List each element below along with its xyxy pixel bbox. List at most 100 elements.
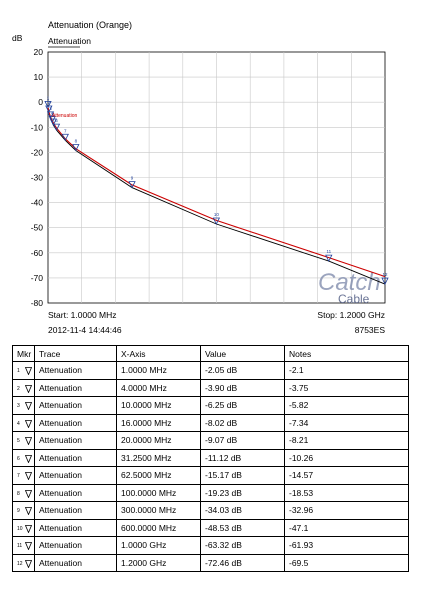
- marker-triangle: [52, 123, 61, 132]
- marker-number: 8: [17, 490, 20, 497]
- marker-10: 10: [212, 212, 221, 225]
- cell-trace: Attenuation: [34, 536, 117, 555]
- cell-notes: -69.5: [284, 553, 409, 572]
- cell-trace: Attenuation: [34, 361, 117, 380]
- grid-lines: [48, 52, 385, 303]
- header-mkr: Mkr: [12, 345, 35, 362]
- cell-notes: -14.57: [284, 466, 409, 485]
- marker-triangle-icon: [25, 507, 32, 515]
- marker-6: 6: [52, 118, 61, 132]
- cell-x-axis: 1.2000 GHz: [116, 553, 201, 572]
- marker-triangle: [212, 217, 221, 225]
- legend-label: Attenuation: [48, 36, 91, 46]
- cell-mkr: 10: [12, 518, 35, 537]
- cell-x-axis: 31.2500 MHz: [116, 448, 201, 467]
- table-row: 4 Attenuation 16.0000 MHz -8.02 dB -7.34: [12, 413, 409, 432]
- marker-7: 7: [61, 128, 69, 142]
- cell-notes: -5.82: [284, 396, 409, 415]
- y-tick-label: 20: [34, 47, 44, 57]
- cell-value: -48.53 dB: [200, 518, 285, 537]
- timestamp-label: 2012-11-4 14:44:46: [48, 325, 122, 335]
- cell-value: -72.46 dB: [200, 553, 285, 572]
- cell-value: -2.05 dB: [200, 361, 285, 380]
- marker-triangle: [72, 144, 80, 152]
- marker-number: 4: [17, 420, 20, 427]
- stop-frequency-label: Stop: 1.2000 GHz: [317, 310, 385, 320]
- header-notes: Notes: [284, 345, 409, 362]
- cell-notes: -10.26: [284, 448, 409, 467]
- cell-x-axis: 1.0000 MHz: [116, 361, 201, 380]
- chart-title: Attenuation (Orange): [48, 20, 132, 30]
- cell-value: -9.07 dB: [200, 431, 285, 450]
- cell-x-axis: 10.0000 MHz: [116, 396, 201, 415]
- cell-trace: Attenuation: [34, 413, 117, 432]
- cell-notes: -32.96: [284, 501, 409, 520]
- cell-trace: Attenuation: [34, 553, 117, 572]
- table-row: 12 Attenuation 1.2000 GHz -72.46 dB -69.5: [12, 553, 409, 572]
- table-row: 2 Attenuation 4.0000 MHz -3.90 dB -3.75: [12, 378, 409, 397]
- start-frequency-label: Start: 1.0000 MHz: [48, 310, 117, 320]
- header-value: Value: [200, 345, 285, 362]
- marker-triangle: [381, 277, 389, 285]
- marker-number: 12: [17, 560, 23, 567]
- cell-notes: -3.75: [284, 378, 409, 397]
- marker-id-label: 9: [131, 176, 134, 181]
- table-row: 9 Attenuation 300.0000 MHz -34.03 dB -32.96: [12, 501, 409, 520]
- y-tick-label: -60: [31, 248, 44, 258]
- marker-number: 10: [17, 525, 23, 532]
- table-row: 11 Attenuation 1.0000 GHz -63.32 dB -61.93: [12, 536, 409, 555]
- cell-trace: Attenuation: [34, 431, 117, 450]
- header-x-axis: X-Axis: [116, 345, 201, 362]
- y-axis-label: dB: [12, 33, 23, 43]
- marker-number: 3: [17, 403, 20, 409]
- cell-value: -6.25 dB: [200, 396, 285, 415]
- cell-mkr: 11: [12, 536, 35, 555]
- cell-mkr: 2: [12, 378, 35, 397]
- marker-id-label: 7: [64, 128, 67, 133]
- watermark-sub-text: Cable: [338, 292, 370, 306]
- marker-triangle-icon: [25, 454, 32, 463]
- marker-triangle: [128, 181, 136, 189]
- cell-value: -3.90 dB: [200, 378, 285, 397]
- marker-number: 7: [17, 473, 20, 479]
- marker-triangle-icon: [25, 489, 32, 498]
- y-tick-labels: 20 10 0 -10 -20 -30 -40 -50 -60 -70 -80: [31, 47, 44, 308]
- y-tick-label: -10: [31, 122, 44, 132]
- cell-notes: -8.21: [284, 431, 409, 450]
- cell-mkr: 5: [12, 431, 35, 450]
- cell-x-axis: 600.0000 MHz: [116, 518, 201, 537]
- y-tick-label: -80: [31, 298, 44, 308]
- cell-x-axis: 300.0000 MHz: [116, 501, 201, 520]
- cell-trace: Attenuation: [34, 396, 117, 415]
- cell-x-axis: 20.0000 MHz: [116, 431, 201, 450]
- marker-1: 1: [44, 95, 52, 109]
- marker-triangle-icon: [25, 419, 32, 428]
- cell-x-axis: 1.0000 GHz: [116, 536, 201, 555]
- marker-triangle-icon: [25, 367, 32, 375]
- table-row: 5 Attenuation 20.0000 MHz -9.07 dB -8.21: [12, 431, 409, 450]
- cell-x-axis: 16.0000 MHz: [116, 413, 201, 432]
- marker-3: 3: [46, 106, 55, 119]
- cell-trace: Attenuation: [34, 483, 117, 502]
- cell-value: -11.12 dB: [200, 448, 285, 467]
- table-row: 10 Attenuation 600.0000 MHz -48.53 dB -47.1: [12, 518, 409, 537]
- cell-notes: -61.93: [284, 536, 409, 555]
- cell-x-axis: 100.0000 MHz: [116, 483, 201, 502]
- table-row: 7 Attenuation 62.5000 MHz -15.17 dB -14.57: [12, 466, 409, 485]
- marker-triangle-icon: [25, 559, 32, 568]
- marker-id-label: 1: [47, 95, 50, 100]
- marker-id-label: 8: [75, 138, 78, 143]
- marker-id-label: 10: [214, 212, 220, 217]
- marker-number: 9: [17, 508, 20, 514]
- marker-triangle-icon: [25, 472, 32, 480]
- marker-triangle-icon: [25, 524, 32, 533]
- cell-mkr: 7: [12, 466, 35, 485]
- marker-number: 11: [17, 543, 23, 549]
- cell-value: -15.17 dB: [200, 466, 285, 485]
- marker-5: 5: [49, 113, 57, 126]
- marker-triangle: [49, 118, 57, 126]
- cell-value: -8.02 dB: [200, 413, 285, 432]
- marker-triangle: [44, 100, 52, 109]
- marker-id-label: 12: [382, 272, 388, 277]
